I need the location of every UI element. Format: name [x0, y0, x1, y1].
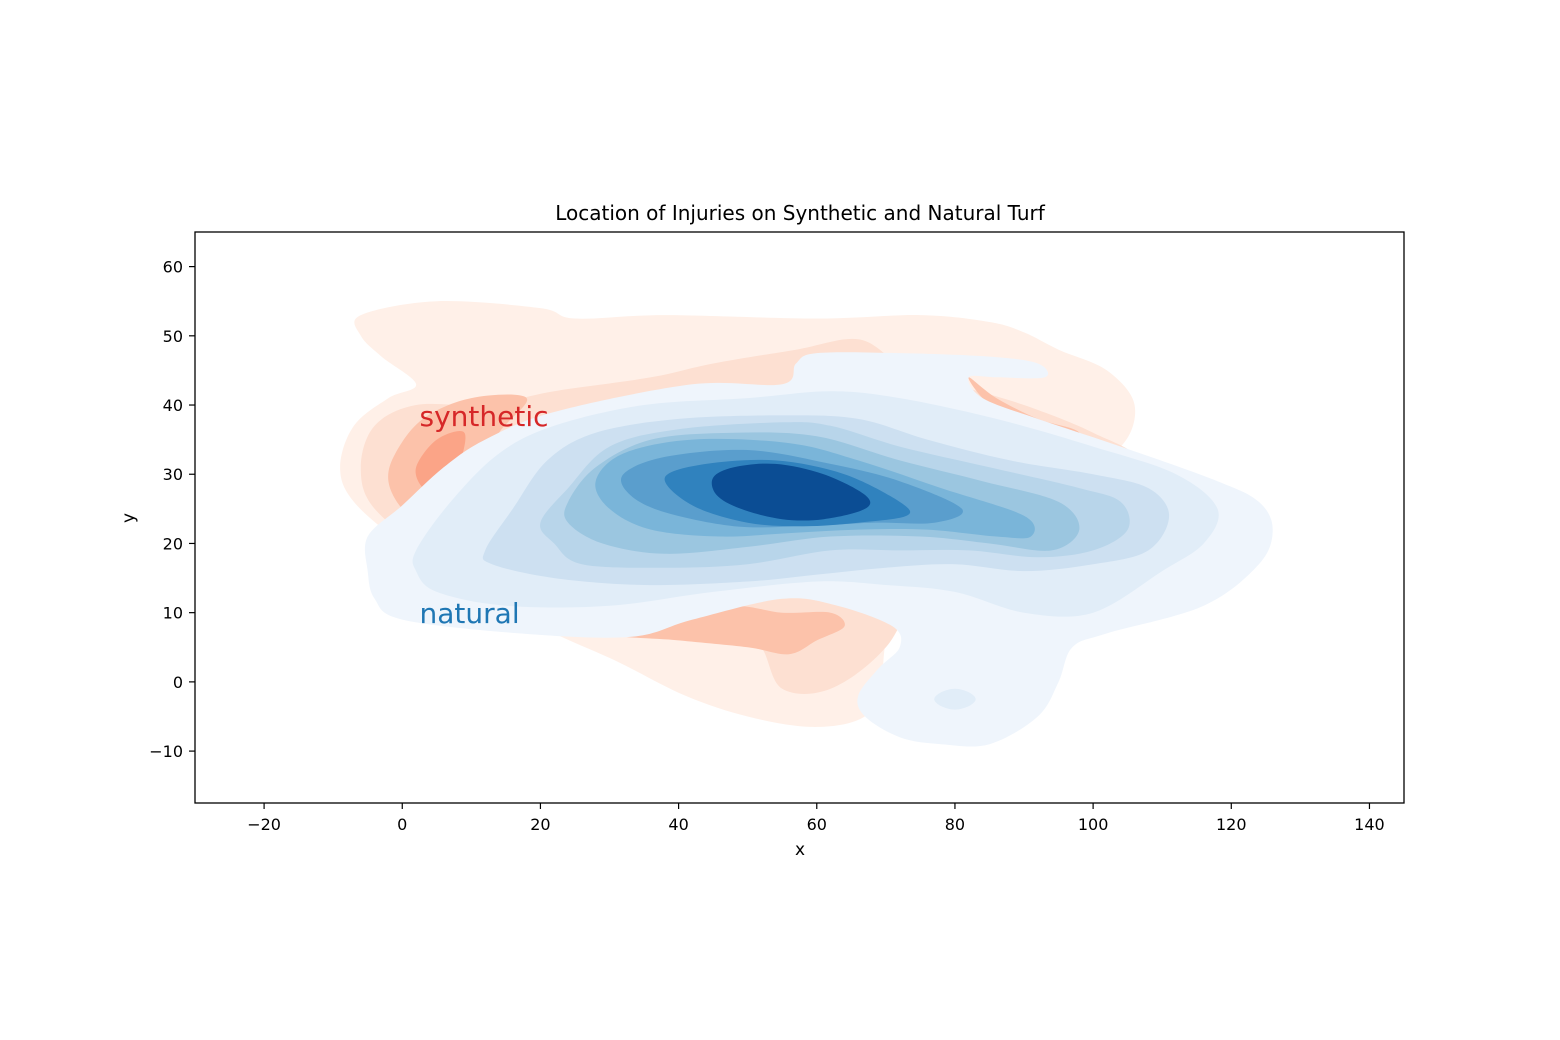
synthetic-contour-level-4-region-1 — [415, 431, 466, 491]
x-tick-label: 120 — [1216, 815, 1247, 834]
y-tick-label: 0 — [173, 673, 183, 692]
x-tick-label: 140 — [1354, 815, 1385, 834]
y-tick-label: 20 — [163, 534, 183, 553]
y-axis-label: y — [119, 513, 139, 523]
y-tick-label: 50 — [163, 327, 183, 346]
x-tick-label: 60 — [807, 815, 827, 834]
axes-frame — [194, 231, 1405, 804]
y-tick-label: 40 — [163, 396, 183, 415]
x-tick-label: 20 — [530, 815, 550, 834]
x-tick-label: 40 — [668, 815, 688, 834]
kde-series-natural — [364, 352, 1273, 747]
chart-title: Location of Injuries on Synthetic and Na… — [555, 201, 1045, 225]
y-tick-label: 10 — [163, 604, 183, 623]
y-axis: −10 0 10 20 30 40 50 60 — [149, 258, 195, 761]
x-tick-label: 0 — [397, 815, 407, 834]
x-axis-label: x — [795, 840, 805, 860]
annotations: synthetic natural — [420, 400, 549, 630]
plot-area — [340, 301, 1273, 747]
annotation-synthetic: synthetic — [420, 400, 549, 433]
x-tick-label: 100 — [1078, 815, 1109, 834]
x-axis: −20 0 20 40 60 80 100 120 140 — [247, 803, 1385, 834]
x-tick-label: −20 — [247, 815, 281, 834]
y-tick-label: −10 — [149, 742, 183, 761]
annotation-natural: natural — [420, 597, 520, 630]
natural-contour-level-9-region-1 — [711, 463, 871, 521]
y-tick-label: 30 — [163, 465, 183, 484]
natural-contour-level-2-region-2 — [934, 688, 976, 710]
y-tick-label: 60 — [163, 258, 183, 277]
x-tick-label: 80 — [945, 815, 965, 834]
